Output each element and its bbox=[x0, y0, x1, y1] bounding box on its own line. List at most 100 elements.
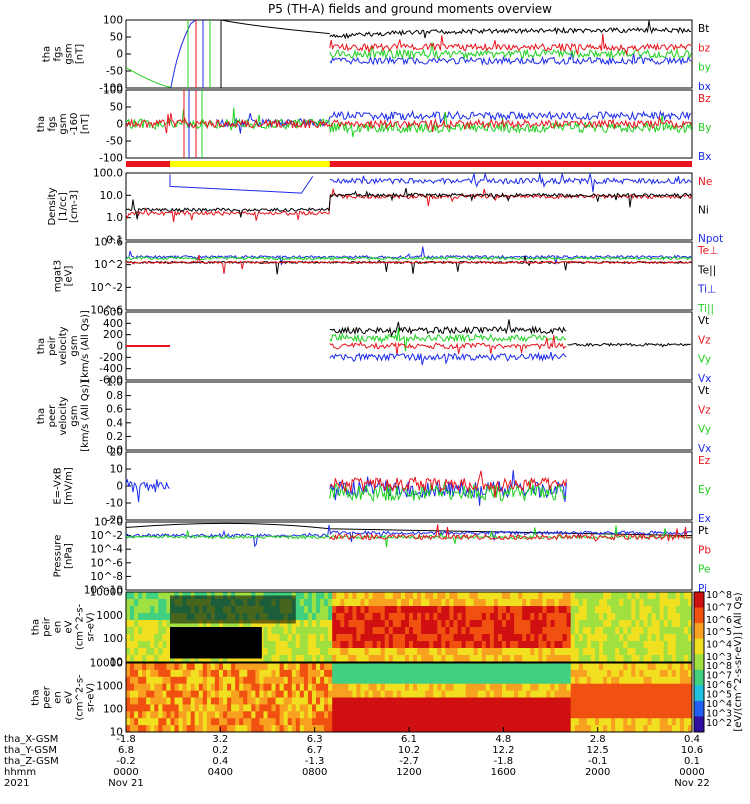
spectrogram-cell bbox=[542, 641, 547, 649]
spectrogram-cell bbox=[344, 704, 349, 712]
spectrogram-cell bbox=[534, 683, 539, 692]
spectrogram-cell bbox=[595, 669, 600, 678]
ytick-label-fgs_gsm: 0 bbox=[116, 49, 123, 61]
spectrogram-cell bbox=[465, 613, 470, 621]
spectrogram-cell bbox=[607, 690, 612, 698]
spectrogram-cell bbox=[352, 613, 357, 621]
spectrogram-cell bbox=[324, 718, 329, 726]
spectrogram-cell bbox=[578, 655, 584, 663]
spectrogram-cell bbox=[340, 683, 345, 692]
spectrogram-cell bbox=[562, 690, 567, 698]
spectrogram-cell bbox=[502, 725, 507, 733]
spectrogram-cell bbox=[312, 669, 317, 678]
spectrogram-cell bbox=[316, 613, 321, 621]
spectrogram-cell bbox=[380, 613, 386, 621]
spectrogram-cell bbox=[449, 663, 454, 671]
ytick-label-peir_velocity: 600 bbox=[103, 307, 123, 319]
spectrogram-cell bbox=[283, 620, 289, 628]
spectrogram-cell bbox=[384, 669, 390, 678]
spectrogram-cell bbox=[223, 718, 228, 726]
spectrogram-cell bbox=[546, 676, 551, 685]
spectrogram-cell bbox=[449, 655, 454, 663]
spectrogram-cell bbox=[417, 725, 422, 733]
spectrogram-cell bbox=[150, 648, 155, 656]
spectrogram-cell bbox=[178, 725, 183, 733]
spectrogram-cell bbox=[299, 599, 305, 607]
xaxis-row-label: 2021 bbox=[4, 778, 29, 789]
xaxis-value-t: 0000 bbox=[113, 767, 138, 778]
spectrogram-cell bbox=[534, 620, 539, 628]
spectrogram-cell bbox=[150, 613, 155, 621]
spectrogram-cell bbox=[372, 599, 377, 607]
spectrogram-cell bbox=[546, 725, 551, 733]
spectrogram-cell bbox=[146, 599, 151, 607]
spectrogram-cell bbox=[396, 634, 402, 642]
spectrogram-cell bbox=[392, 711, 398, 719]
spectrogram-cell bbox=[566, 613, 572, 621]
series-bx-early bbox=[170, 19, 197, 88]
spectrogram-cell bbox=[360, 641, 365, 649]
xaxis-value-y: 0.2 bbox=[212, 745, 228, 756]
spectrogram-cell bbox=[590, 655, 596, 663]
legend-pressure-Pi: Pi bbox=[698, 583, 707, 595]
spectrogram-cell bbox=[635, 683, 640, 692]
spectrogram-cell bbox=[542, 711, 547, 719]
spectrogram-cell bbox=[530, 690, 535, 698]
spectrogram-cell bbox=[485, 648, 491, 656]
spectrogram-cell bbox=[558, 599, 563, 607]
spectrogram-cell bbox=[578, 641, 584, 649]
spectrogram-cell bbox=[239, 683, 244, 692]
spectrogram-cell bbox=[522, 655, 527, 663]
spectrogram-cell bbox=[558, 606, 563, 614]
spectrogram-cell bbox=[214, 663, 220, 671]
spectrogram-cell bbox=[295, 663, 301, 671]
spectrogram-cell bbox=[344, 718, 349, 726]
spectrogram-cell bbox=[578, 663, 584, 671]
spectrogram-cell bbox=[615, 718, 620, 726]
spectrogram-cell bbox=[518, 697, 523, 705]
spectrogram-cell bbox=[279, 711, 284, 719]
spectrogram-cell bbox=[332, 725, 337, 733]
spectrogram-cell bbox=[538, 711, 543, 719]
panel-frame-density bbox=[125, 172, 693, 241]
spectrogram-cell bbox=[417, 599, 422, 607]
ytick-label-efield: 10 bbox=[110, 464, 123, 476]
spectrogram-cell bbox=[186, 683, 191, 692]
spectrogram-cell bbox=[493, 641, 499, 649]
spectrogram-cell bbox=[275, 725, 280, 733]
spectrogram-cell bbox=[461, 676, 466, 685]
spectrogram-cell bbox=[348, 620, 353, 628]
spectrogram-cell bbox=[421, 648, 426, 656]
spectrogram-cell bbox=[324, 599, 329, 607]
spectrogram-cell bbox=[655, 690, 660, 698]
spectrogram-cell bbox=[271, 725, 276, 733]
spectrogram-cell bbox=[639, 655, 644, 663]
spectrogram-cell bbox=[671, 620, 677, 628]
spectrogram-cell bbox=[461, 655, 466, 663]
spectrogram-cell bbox=[405, 634, 410, 642]
spectrogram-cell bbox=[392, 676, 398, 685]
spectrogram-cell bbox=[603, 613, 608, 621]
spectrogram-cell bbox=[574, 683, 580, 692]
spectrogram-cell bbox=[376, 711, 382, 719]
spectrogram-cell bbox=[190, 690, 196, 698]
spectrogram-cell bbox=[688, 711, 693, 719]
legend-efield-Ex: Ex bbox=[698, 513, 711, 525]
spectrogram-cell bbox=[647, 704, 652, 712]
spectrogram-cell bbox=[154, 627, 159, 635]
spectrogram-cell bbox=[655, 599, 660, 607]
spectrogram-cell bbox=[400, 676, 406, 685]
spectrogram-cell bbox=[344, 690, 349, 698]
spectrogram-cell bbox=[421, 683, 426, 692]
spectrogram-cell bbox=[186, 711, 191, 719]
spectrogram-cell bbox=[279, 697, 284, 705]
spectrogram-cell bbox=[437, 634, 442, 642]
legend-fgs_gsm_v-Bx: Bx bbox=[698, 151, 711, 163]
spectrogram-cell bbox=[303, 704, 309, 712]
series-Pb bbox=[329, 524, 692, 542]
spectrogram-cell bbox=[344, 627, 349, 635]
spectrogram-cell bbox=[546, 711, 551, 719]
spectrogram-cell bbox=[162, 669, 167, 678]
spectrogram-cell bbox=[138, 690, 143, 698]
